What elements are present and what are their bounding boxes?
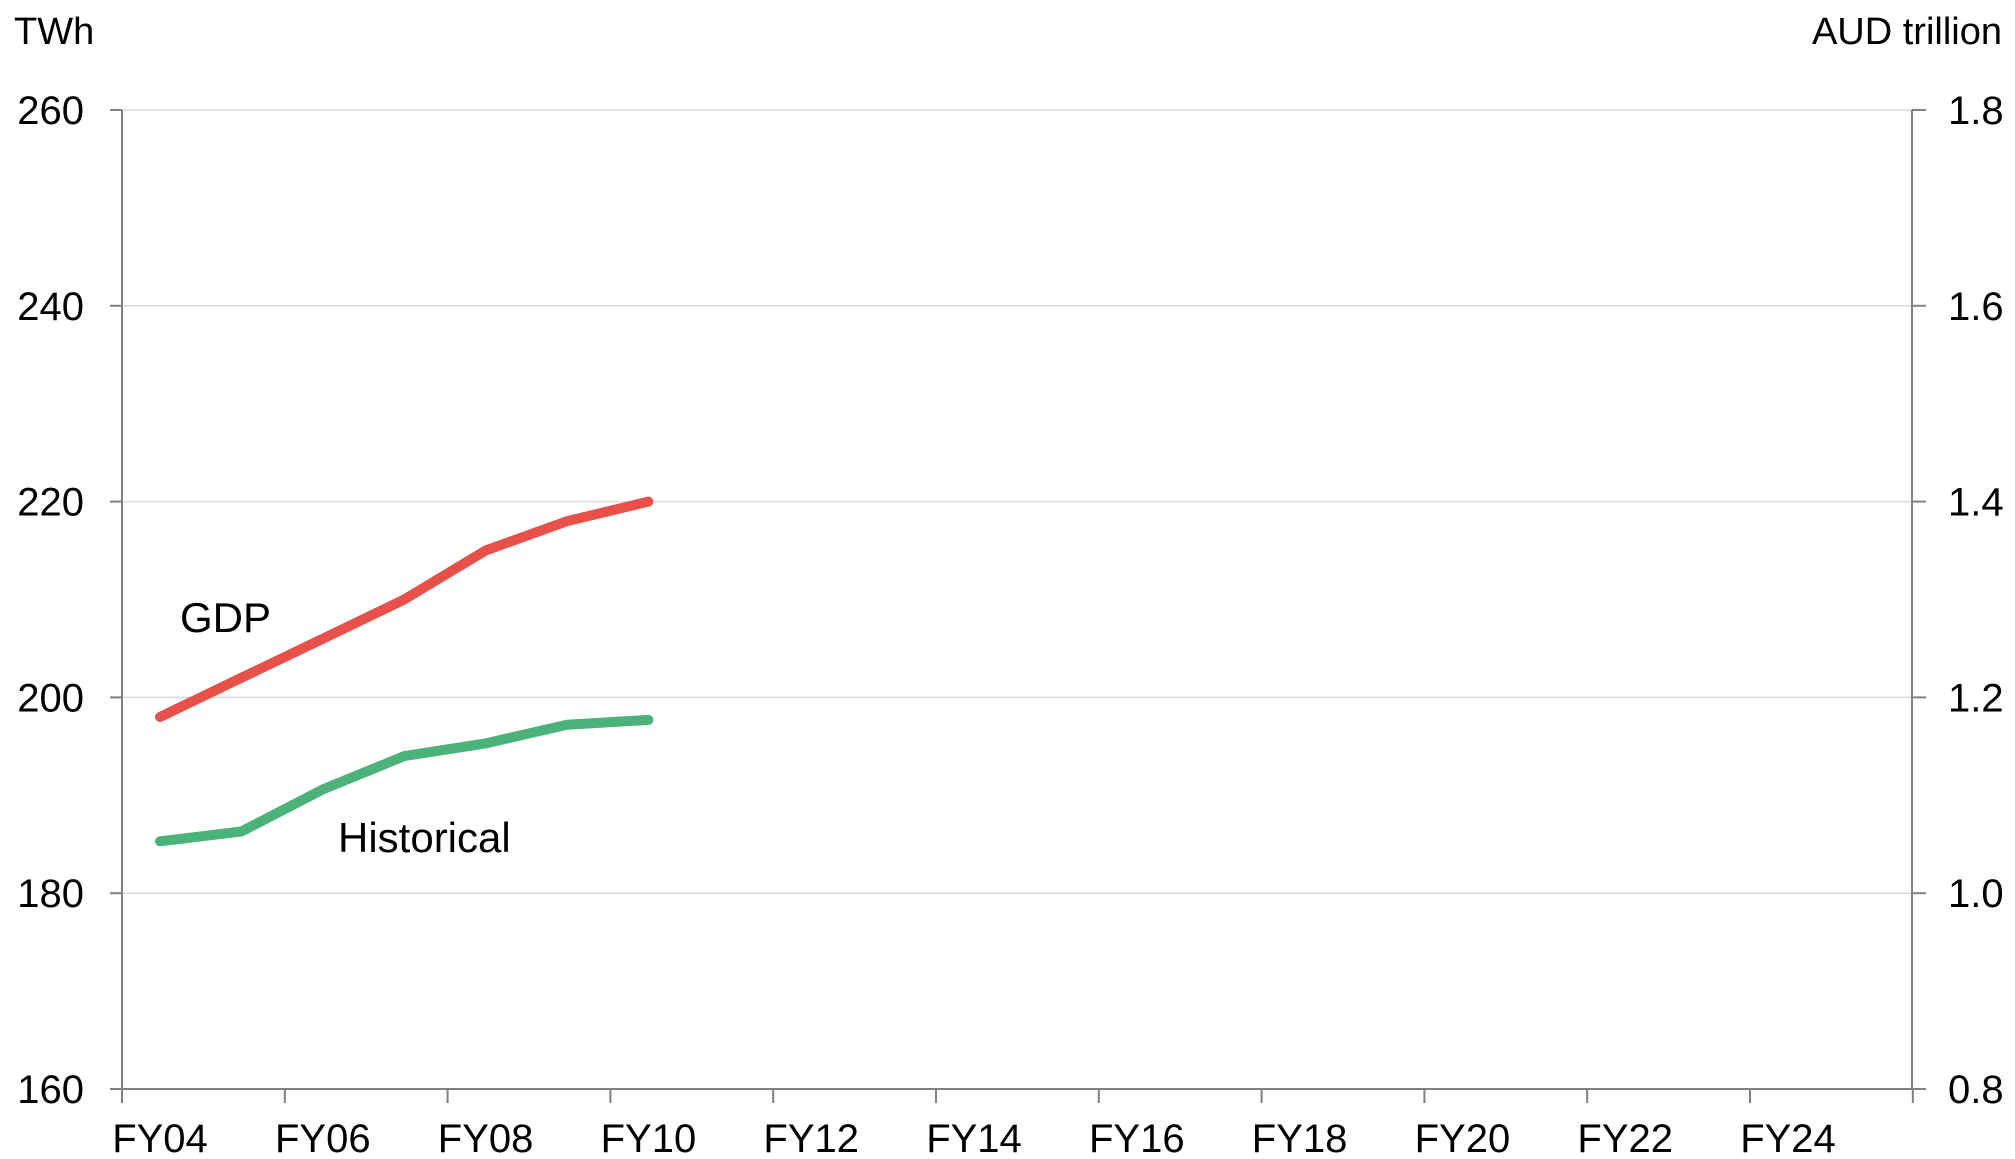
y-left-tick-label: 260 <box>17 89 84 133</box>
x-tick-label: FY24 <box>1740 1117 1836 1159</box>
series-line-historical <box>155 714 654 847</box>
y-right-unit-label: AUD trillion <box>1812 11 2002 53</box>
y-right-tick-label: 1.8 <box>1948 89 2004 133</box>
series-label-historical: Historical <box>338 814 511 861</box>
x-tick-label: FY20 <box>1415 1117 1511 1159</box>
y-left-tick-label: 180 <box>17 872 84 916</box>
axis-labels: 160 180 200 220 240 260 0.8 1.0 1.2 1.4 1.6 1.8 FY04… <box>14 11 2004 1159</box>
x-tick-label: FY18 <box>1252 1117 1348 1159</box>
x-tick-label: FY06 <box>275 1117 371 1159</box>
x-tick-label: FY12 <box>763 1117 859 1159</box>
y-left-unit-label: TWh <box>14 11 94 53</box>
y-right-tick-label: 0.8 <box>1948 1068 2004 1112</box>
x-tick-label: FY04 <box>112 1117 208 1159</box>
y-left-tick-label: 200 <box>17 676 84 720</box>
series-lines <box>155 496 654 847</box>
axes <box>110 109 1926 1103</box>
y-left-tick-label: 220 <box>17 481 84 525</box>
y-right-tick-label: 1.6 <box>1948 285 2004 329</box>
y-right-tick-label: 1.0 <box>1948 872 2004 916</box>
series-label-gdp: GDP <box>180 594 271 641</box>
gridlines <box>122 109 1912 894</box>
y-right-tick-label: 1.4 <box>1948 481 2004 525</box>
x-tick-label: FY08 <box>438 1117 534 1159</box>
x-tick-label: FY16 <box>1089 1117 1185 1159</box>
x-tick-label: FY10 <box>601 1117 697 1159</box>
series-line-gdp <box>155 496 654 722</box>
y-left-tick-label: 240 <box>17 285 84 329</box>
y-right-tick-label: 1.2 <box>1948 676 2004 720</box>
y-left-tick-label: 160 <box>17 1068 84 1112</box>
x-tick-label: FY22 <box>1577 1117 1673 1159</box>
x-tick-label: FY14 <box>926 1117 1022 1159</box>
